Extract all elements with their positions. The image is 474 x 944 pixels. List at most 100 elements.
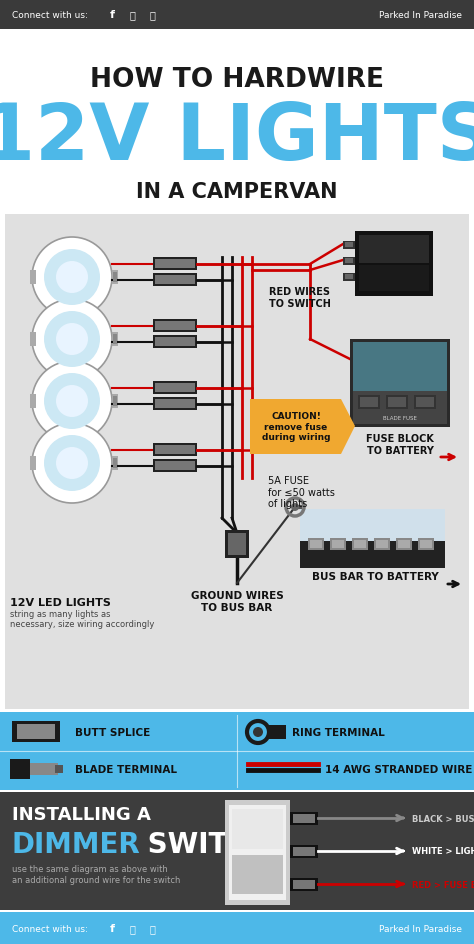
Bar <box>113 459 117 468</box>
Bar <box>153 336 197 348</box>
Bar <box>343 242 355 250</box>
Text: CAUTION!
remove fuse
during wiring: CAUTION! remove fuse during wiring <box>262 412 330 442</box>
Bar <box>30 395 36 409</box>
Bar <box>354 540 366 548</box>
Bar <box>0 912 474 944</box>
Circle shape <box>32 299 112 379</box>
Bar <box>353 343 447 392</box>
Bar <box>290 845 318 858</box>
Bar <box>418 538 434 550</box>
Bar <box>290 878 318 891</box>
Circle shape <box>32 238 112 318</box>
Bar <box>0 30 474 220</box>
Text: WHITE > LIGHTS: WHITE > LIGHTS <box>412 847 474 855</box>
Text: string as many lights as
necessary, size wiring accordingly: string as many lights as necessary, size… <box>10 610 155 629</box>
Bar <box>30 763 58 775</box>
Bar <box>155 276 195 285</box>
Text: RED WIRES
TO SWITCH: RED WIRES TO SWITCH <box>269 287 331 309</box>
Bar <box>12 721 60 742</box>
Bar <box>155 322 195 330</box>
Bar <box>374 538 390 550</box>
Bar <box>0 0 474 30</box>
Bar <box>310 540 322 548</box>
Circle shape <box>44 312 100 367</box>
Text: 5A FUSE
for ≤50 watts
of lights: 5A FUSE for ≤50 watts of lights <box>268 476 335 509</box>
Bar <box>155 462 195 470</box>
Text: HOW TO HARDWIRE: HOW TO HARDWIRE <box>90 67 384 93</box>
Bar <box>153 460 197 473</box>
Text: use the same diagram as above with
an additional ground wire for the switch: use the same diagram as above with an ad… <box>12 865 181 884</box>
Bar <box>353 392 447 425</box>
Circle shape <box>253 727 263 737</box>
Text: DIMMER: DIMMER <box>12 830 141 858</box>
Circle shape <box>56 324 88 356</box>
Bar <box>268 725 286 739</box>
Text: Parked In Paradise: Parked In Paradise <box>379 923 462 933</box>
Bar <box>17 724 55 739</box>
Bar <box>232 809 283 849</box>
Text: ⓘ: ⓘ <box>130 10 136 20</box>
Bar <box>30 332 36 346</box>
Text: 12V LED LIGHTS: 12V LED LIGHTS <box>10 598 111 607</box>
Bar <box>398 540 410 548</box>
Text: RED > FUSE BLOCK: RED > FUSE BLOCK <box>412 880 474 888</box>
Bar <box>113 396 117 407</box>
Bar <box>360 397 378 408</box>
Bar <box>355 232 433 296</box>
Circle shape <box>44 250 100 306</box>
Bar <box>343 274 355 281</box>
Circle shape <box>32 424 112 503</box>
Bar <box>293 847 315 856</box>
Bar <box>343 258 355 265</box>
Text: f: f <box>110 10 115 20</box>
Text: 14 AWG STRANDED WIRE: 14 AWG STRANDED WIRE <box>325 765 473 774</box>
Text: RING TERMINAL: RING TERMINAL <box>292 727 385 737</box>
Bar <box>30 271 36 285</box>
Text: BLADE FUSE: BLADE FUSE <box>383 415 417 420</box>
Bar <box>300 542 445 568</box>
Bar <box>112 457 118 470</box>
Bar <box>30 457 36 470</box>
Text: f: f <box>110 923 115 933</box>
Bar <box>153 258 197 271</box>
Bar <box>232 855 283 894</box>
Bar <box>300 510 445 542</box>
Bar <box>225 531 249 559</box>
Circle shape <box>32 362 112 442</box>
Bar <box>155 338 195 346</box>
Bar <box>290 812 318 825</box>
Bar <box>112 271 118 285</box>
Text: BUTT SPLICE: BUTT SPLICE <box>75 727 150 737</box>
Text: Parked In Paradise: Parked In Paradise <box>379 10 462 20</box>
Text: SWITCH: SWITCH <box>138 830 271 858</box>
Bar <box>0 712 474 790</box>
Text: ⓟ: ⓟ <box>150 10 156 20</box>
Circle shape <box>56 261 88 294</box>
Bar <box>153 444 197 457</box>
Bar <box>293 814 315 823</box>
Text: BLADE TERMINAL: BLADE TERMINAL <box>75 765 177 774</box>
Bar <box>308 538 324 550</box>
Bar <box>5 215 469 709</box>
Text: BLACK > BUS BAR: BLACK > BUS BAR <box>412 814 474 822</box>
Bar <box>112 395 118 409</box>
Bar <box>359 265 429 292</box>
Text: FUSE BLOCK
TO BATTERY: FUSE BLOCK TO BATTERY <box>366 433 434 455</box>
Circle shape <box>56 447 88 480</box>
Bar <box>414 396 436 410</box>
Bar <box>345 243 353 247</box>
Text: Connect with us:: Connect with us: <box>12 923 88 933</box>
Bar <box>155 260 195 269</box>
Bar <box>153 320 197 332</box>
Bar <box>345 259 353 263</box>
Circle shape <box>44 374 100 430</box>
Text: IN A CAMPERVAN: IN A CAMPERVAN <box>136 182 338 202</box>
Text: Connect with us:: Connect with us: <box>12 10 88 20</box>
Bar <box>293 880 315 889</box>
Text: INSTALLING A: INSTALLING A <box>12 805 151 823</box>
Text: 12V LIGHTS: 12V LIGHTS <box>0 100 474 176</box>
Bar <box>155 399 195 409</box>
Bar <box>155 446 195 454</box>
Circle shape <box>56 385 88 417</box>
Bar <box>0 792 474 910</box>
